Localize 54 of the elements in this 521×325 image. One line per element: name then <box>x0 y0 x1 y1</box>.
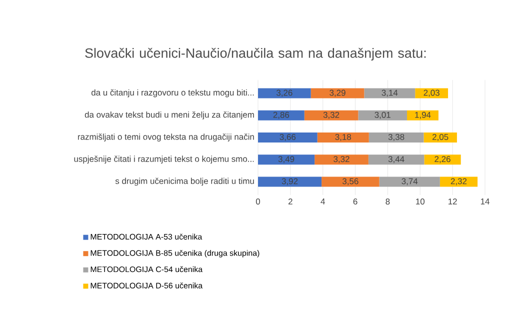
bar <box>368 132 424 143</box>
x-tick-label: 12 <box>448 198 457 204</box>
bar <box>379 176 440 187</box>
bar <box>364 88 416 98</box>
y-tick-label: da u čitanju i razgovoru o tekstu mogu biti... <box>92 89 254 98</box>
bar <box>424 132 457 143</box>
bar <box>358 110 408 120</box>
x-tick-label: 8 <box>386 198 390 205</box>
data-label: 2,26 <box>434 156 450 164</box>
x-tick-label: 2 <box>288 198 292 204</box>
bar <box>407 110 438 120</box>
data-label: 3,74 <box>402 178 418 186</box>
bar <box>310 88 364 98</box>
bar <box>258 154 315 165</box>
y-tick-label: razmišljati o temi ovog teksta na drugačiji način <box>78 134 254 142</box>
data-label: 3,26 <box>276 90 292 97</box>
data-label: 3,32 <box>334 156 350 164</box>
bar <box>314 154 368 165</box>
bar <box>258 132 318 143</box>
data-label: 2,86 <box>273 112 290 119</box>
data-label: 3,56 <box>342 178 358 186</box>
data-label: 3,18 <box>335 134 352 141</box>
y-tick-label: da ovakav tekst budi u meni želju za čitanjem <box>84 111 254 120</box>
bar <box>258 88 311 98</box>
bar <box>424 154 461 165</box>
bar <box>304 110 358 120</box>
bar <box>415 88 448 98</box>
data-label: 1,94 <box>415 112 431 119</box>
bar <box>258 110 304 120</box>
data-label: 3,32 <box>323 112 340 119</box>
bar <box>322 176 380 187</box>
x-tick-label: 0 <box>256 198 260 205</box>
bar <box>317 132 369 143</box>
data-label: 3,14 <box>382 90 398 97</box>
bar <box>258 176 322 187</box>
data-label: 3,01 <box>374 112 390 119</box>
data-label: 2,32 <box>450 178 467 186</box>
y-tick-label: s drugim učenicima bolje raditi u timu <box>115 178 254 186</box>
data-label: 3,29 <box>330 90 346 97</box>
data-label: 2,05 <box>432 134 448 141</box>
data-label: 3,38 <box>388 134 404 141</box>
data-label: 3,66 <box>280 134 296 141</box>
data-label: 3,92 <box>282 178 298 186</box>
chart-title: Slovački učenici-Naučio/naučila sam na današnjem satu: <box>85 48 426 61</box>
data-label: 3,49 <box>278 156 294 164</box>
x-tick-label: 4 <box>320 198 325 204</box>
x-tick-label: 14 <box>480 198 490 204</box>
data-label: 2,03 <box>424 90 440 97</box>
data-label: 3,44 <box>388 156 404 164</box>
bar <box>368 154 424 165</box>
x-tick-label: 6 <box>353 198 358 205</box>
y-tick-label: uspješnije čitati i razumjeti tekst o kojemu smo... <box>74 156 254 164</box>
x-tick-label: 10 <box>416 198 425 205</box>
bar <box>440 176 478 187</box>
